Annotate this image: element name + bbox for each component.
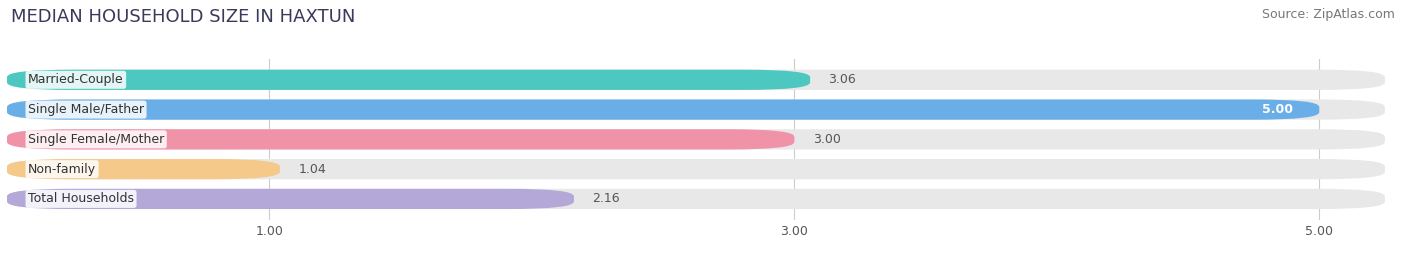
Text: Single Male/Father: Single Male/Father [28,103,143,116]
Text: 3.06: 3.06 [828,73,856,86]
FancyBboxPatch shape [7,70,1385,90]
FancyBboxPatch shape [7,159,1385,179]
Text: Total Households: Total Households [28,192,134,205]
Text: Single Female/Mother: Single Female/Mother [28,133,165,146]
Text: Married-Couple: Married-Couple [28,73,124,86]
Text: MEDIAN HOUSEHOLD SIZE IN HAXTUN: MEDIAN HOUSEHOLD SIZE IN HAXTUN [11,8,356,26]
FancyBboxPatch shape [7,129,794,150]
FancyBboxPatch shape [7,189,1385,209]
Text: 1.04: 1.04 [298,163,326,176]
Text: Source: ZipAtlas.com: Source: ZipAtlas.com [1261,8,1395,21]
FancyBboxPatch shape [7,99,1319,120]
FancyBboxPatch shape [7,99,1385,120]
Text: 2.16: 2.16 [592,192,620,205]
FancyBboxPatch shape [7,129,1385,150]
Text: Non-family: Non-family [28,163,96,176]
FancyBboxPatch shape [7,70,810,90]
FancyBboxPatch shape [7,189,574,209]
Text: 5.00: 5.00 [1263,103,1294,116]
FancyBboxPatch shape [7,159,280,179]
Text: 3.00: 3.00 [813,133,841,146]
